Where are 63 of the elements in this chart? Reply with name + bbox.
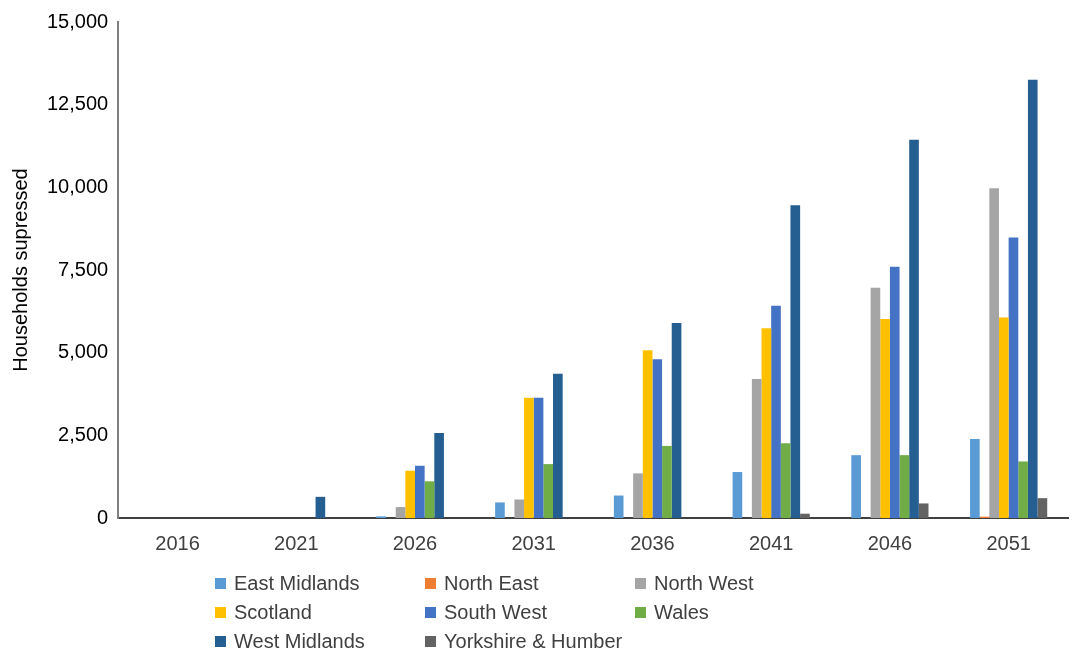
y-tick-label: 10,000 <box>47 174 109 197</box>
legend-label: East Midlands <box>234 572 360 595</box>
x-tick-label: 2046 <box>867 531 913 554</box>
bar <box>970 438 980 518</box>
bar <box>998 317 1009 518</box>
bar <box>495 502 505 518</box>
bar <box>671 322 682 518</box>
legend-label: North East <box>444 572 539 595</box>
bar <box>652 359 663 518</box>
bar <box>414 465 425 518</box>
bar <box>851 455 861 518</box>
y-tick-label: 12,500 <box>47 92 109 115</box>
bar <box>800 513 810 518</box>
x-tick-label: 2021 <box>274 531 319 554</box>
x-tick-label: 2026 <box>392 531 438 554</box>
bar <box>780 443 791 518</box>
bar <box>880 318 890 518</box>
bar <box>524 397 534 518</box>
bar <box>405 470 415 518</box>
bar <box>889 266 900 518</box>
bar <box>870 287 881 518</box>
y-tick-label: 5,000 <box>58 340 109 363</box>
legend-label: Yorkshire & Humber <box>444 630 623 653</box>
bar <box>771 305 781 518</box>
bar <box>909 139 919 518</box>
bar <box>1008 237 1019 518</box>
x-tick-label: 2031 <box>511 531 556 554</box>
legend-label: Wales <box>654 601 709 624</box>
y-axis-title: Households supressed <box>8 168 31 372</box>
legend-label: South West <box>444 601 548 624</box>
bar <box>790 205 801 518</box>
bar <box>1037 498 1048 518</box>
bar <box>989 188 999 518</box>
bar <box>899 455 910 518</box>
x-tick-label: 2016 <box>155 531 200 554</box>
bar <box>553 373 563 518</box>
y-tick-label: 0 <box>97 505 109 528</box>
bar <box>732 472 743 518</box>
bar <box>633 473 643 518</box>
bar <box>395 507 406 518</box>
bar <box>918 503 929 518</box>
bar <box>434 433 444 518</box>
bar <box>1018 461 1028 518</box>
bar <box>1027 79 1038 518</box>
y-tick-label: 7,500 <box>58 257 109 280</box>
bar <box>751 379 762 518</box>
x-tick-label: 2041 <box>748 531 794 554</box>
bar <box>543 464 554 518</box>
x-tick-label: 2036 <box>630 531 675 554</box>
y-tick-label: 2,500 <box>58 422 109 445</box>
bar <box>761 328 772 518</box>
bar <box>514 499 525 518</box>
legend-label: West Midlands <box>234 630 365 653</box>
bar <box>315 496 326 518</box>
bar <box>424 481 435 518</box>
bar <box>533 397 544 518</box>
legend-label: Scotland <box>234 601 312 624</box>
y-tick-label: 15,000 <box>47 9 109 32</box>
legend-label: North West <box>654 572 754 595</box>
bar <box>642 350 653 518</box>
bar <box>662 445 672 518</box>
bar <box>613 495 624 518</box>
x-tick-label: 2051 <box>986 531 1031 554</box>
